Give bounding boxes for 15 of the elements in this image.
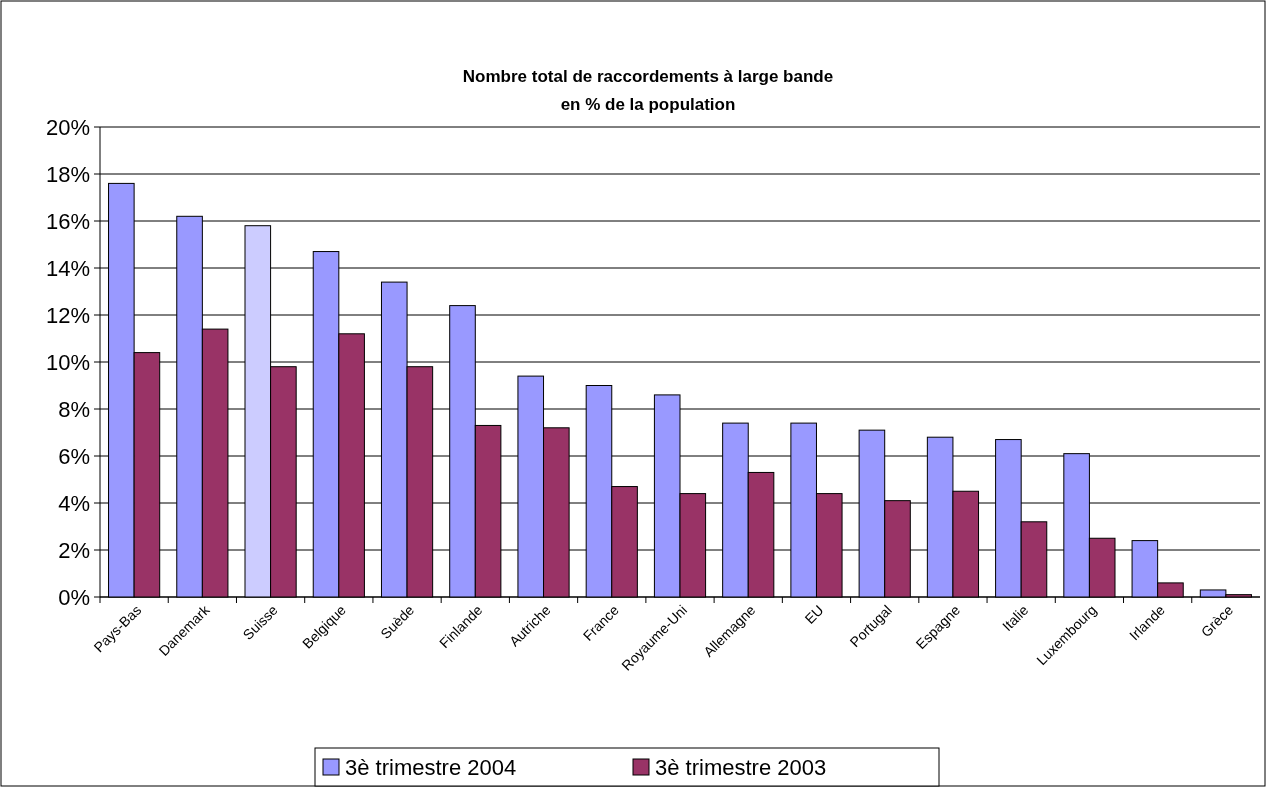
x-tick-label: EU bbox=[801, 601, 827, 627]
y-tick-label: 10% bbox=[45, 349, 90, 375]
y-tick-label: 8% bbox=[58, 396, 90, 422]
y-tick-label: 20% bbox=[45, 114, 90, 140]
y-tick-label: 0% bbox=[58, 584, 90, 610]
chart-title: Nombre total de raccordements à large bande en % de la population bbox=[462, 67, 834, 114]
y-tick-label: 4% bbox=[58, 490, 90, 516]
y-tick-label: 16% bbox=[45, 208, 90, 234]
y-tick-label: 12% bbox=[45, 302, 90, 328]
legend-label: 3è trimestre 2003 bbox=[655, 754, 827, 780]
legend-label: 3è trimestre 2004 bbox=[345, 754, 517, 780]
y-tick-label: 14% bbox=[45, 255, 90, 281]
y-tick-label: 6% bbox=[58, 443, 90, 469]
y-tick-label: 2% bbox=[58, 537, 90, 563]
y-tick-label: 18% bbox=[45, 161, 90, 187]
